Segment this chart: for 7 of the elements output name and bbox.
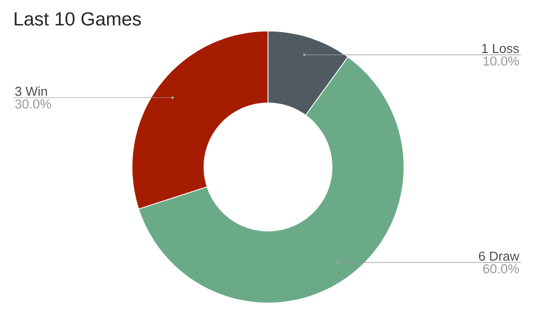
chart-title: Last 10 Games bbox=[14, 12, 141, 26]
slice-label: 3 Win bbox=[15, 86, 47, 96]
data-label: 10.0% bbox=[484, 56, 519, 66]
slice-label: 1 Loss bbox=[482, 44, 519, 54]
slice-label: 6 Draw bbox=[478, 252, 520, 261]
data-label: 30.0% bbox=[15, 99, 51, 109]
data-label: 60.0% bbox=[483, 264, 519, 274]
